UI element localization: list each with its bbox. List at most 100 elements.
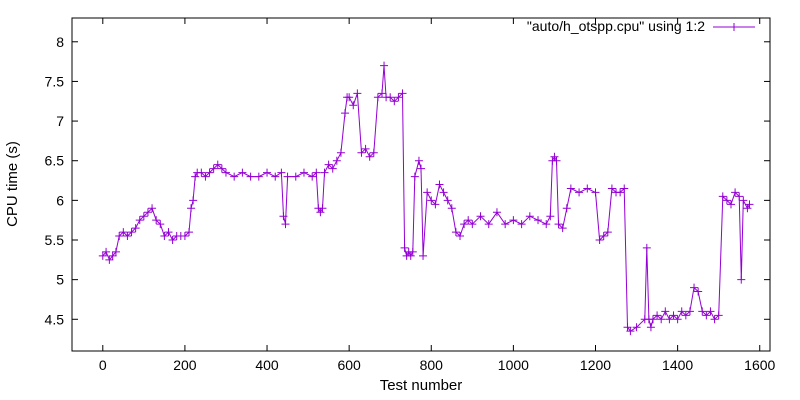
data-point [143, 208, 152, 217]
data-point [336, 148, 345, 157]
data-point [735, 192, 744, 201]
data-point [439, 188, 448, 197]
data-point [690, 283, 699, 292]
data-point [191, 172, 200, 181]
legend: "auto/h_otspp.cpu" using 1:2 [527, 18, 755, 34]
x-axis: 0 200 400 600 800 1000 1200 1400 1600 [99, 18, 776, 373]
data-point [476, 212, 485, 221]
data-point [108, 251, 117, 260]
y-tick-label: 7 [56, 113, 64, 129]
data-point [525, 212, 534, 221]
data-point [669, 311, 678, 320]
data-point [648, 315, 657, 324]
data-point [377, 89, 386, 98]
data-point [123, 232, 132, 241]
y-tick-label: 5 [56, 272, 64, 288]
data-point [291, 172, 300, 181]
data-point [148, 204, 157, 213]
data-point [731, 188, 740, 197]
data-point [263, 168, 272, 177]
data-point [246, 172, 255, 181]
data-point [550, 152, 559, 161]
x-tick-label: 600 [337, 357, 361, 373]
data-point [739, 196, 748, 205]
data-point [369, 148, 378, 157]
data-point [135, 216, 144, 225]
data-point [517, 220, 526, 229]
data-point [427, 196, 436, 205]
data-point [398, 89, 407, 98]
y-tick-label: 4.5 [45, 311, 65, 327]
data-point [575, 188, 584, 197]
data-point [685, 307, 694, 316]
data-point [718, 192, 727, 201]
data-point [361, 144, 370, 153]
data-point [187, 204, 196, 213]
data-point [632, 323, 641, 332]
data-point [131, 224, 140, 233]
data-point [308, 172, 317, 181]
data-point [443, 196, 452, 205]
data-point [168, 236, 177, 244]
y-tick-label: 8 [56, 34, 64, 50]
data-point [299, 168, 308, 177]
data-point [400, 243, 409, 252]
data-point [484, 220, 493, 229]
data-point [534, 216, 543, 225]
series-line-0 [102, 65, 750, 332]
x-tick-label: 0 [99, 357, 107, 373]
x-axis-title: Test number [380, 377, 463, 394]
data-point [152, 216, 161, 225]
data-point [468, 220, 477, 229]
data-point [509, 216, 518, 225]
data-point [164, 228, 173, 237]
data-point [435, 180, 444, 189]
data-point [271, 172, 280, 181]
data-point [456, 232, 465, 241]
data-point [98, 251, 107, 260]
data-point [464, 216, 473, 225]
data-point [431, 200, 440, 209]
data-point [745, 200, 754, 209]
y-axis-title: CPU time (s) [4, 141, 21, 227]
data-point [653, 311, 662, 320]
data-point [566, 184, 575, 193]
data-point [217, 164, 226, 173]
data-point [722, 196, 731, 205]
data-point [205, 168, 214, 177]
data-point [542, 220, 551, 229]
data-point [213, 160, 222, 169]
data-point [583, 184, 592, 193]
data-point [447, 204, 456, 213]
data-point [681, 311, 690, 320]
data-point [312, 168, 321, 177]
data-point [365, 152, 374, 161]
x-tick-label: 1000 [498, 357, 529, 373]
data-point [341, 109, 350, 118]
data-point [607, 184, 616, 193]
data-point [562, 204, 571, 213]
data-point [743, 204, 752, 213]
data-point [408, 247, 417, 256]
data-point [349, 101, 358, 110]
y-tick-label: 7.5 [45, 73, 65, 89]
series-layer [98, 61, 754, 336]
data-point [320, 168, 329, 177]
data-point [460, 220, 469, 229]
data-point [591, 188, 600, 197]
data-point [277, 168, 286, 177]
data-point [417, 164, 425, 173]
data-point [318, 204, 327, 213]
data-point [180, 232, 189, 241]
data-point [386, 93, 395, 102]
y-tick-label: 6 [56, 192, 64, 208]
data-point [702, 311, 711, 320]
data-point [673, 315, 682, 324]
data-point [105, 255, 114, 264]
data-point [373, 93, 382, 102]
data-point [423, 188, 432, 197]
data-point [238, 168, 247, 177]
data-point [552, 156, 561, 165]
